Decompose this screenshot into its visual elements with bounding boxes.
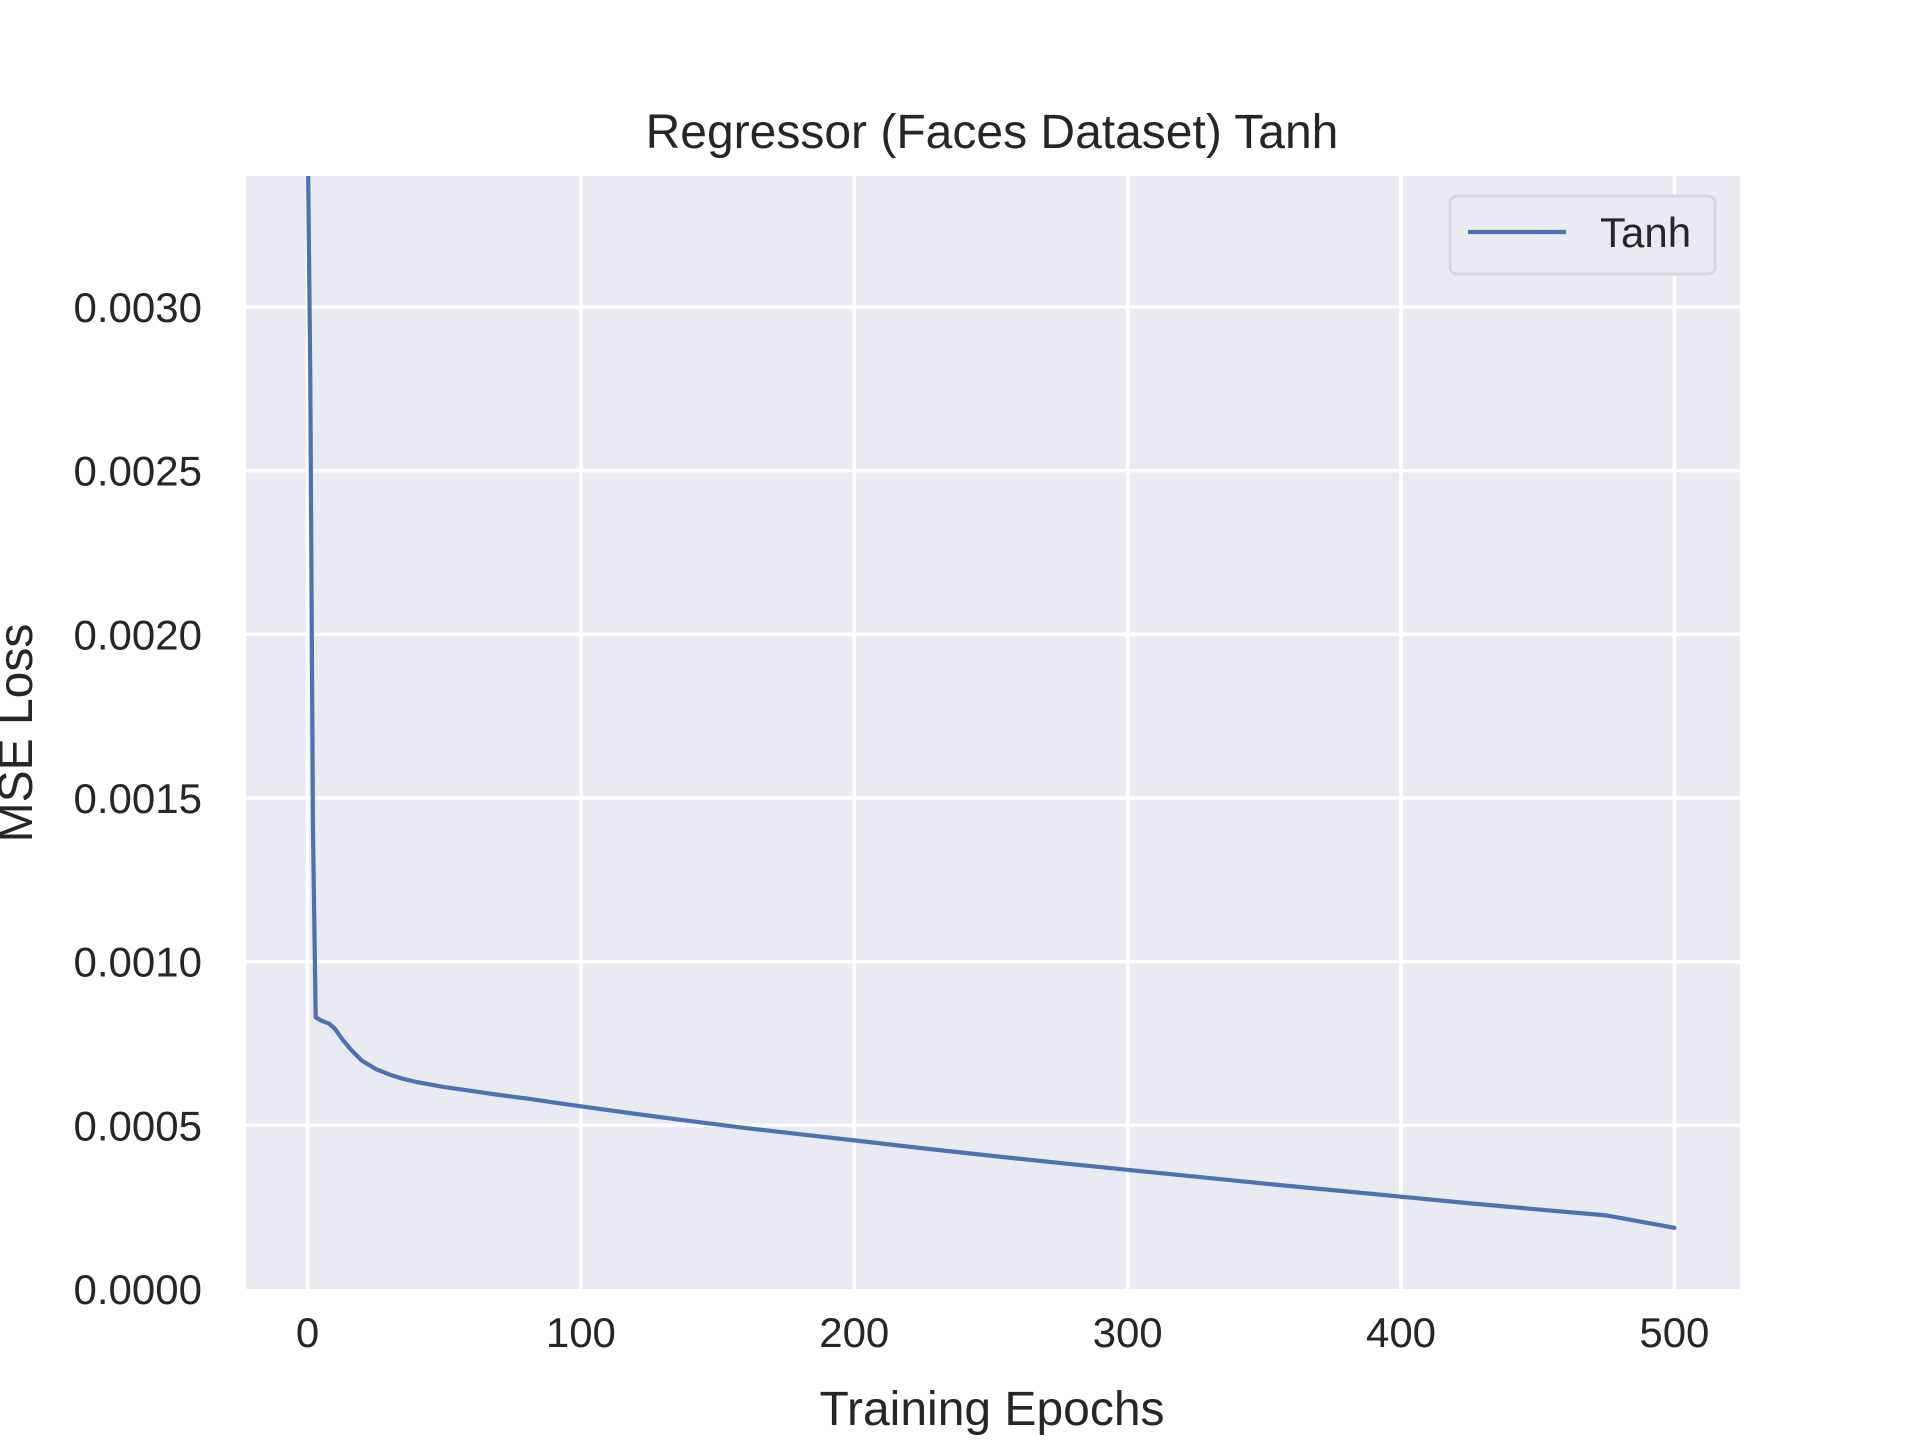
plot-area — [246, 176, 1740, 1289]
y-tick-label: 0.0000 — [74, 1266, 202, 1313]
x-tick-label: 300 — [1093, 1309, 1163, 1356]
y-tick-label: 0.0010 — [74, 939, 202, 986]
x-tick-label: 400 — [1366, 1309, 1436, 1356]
y-axis-label: MSE Loss — [0, 624, 43, 843]
horizontal-gridlines — [246, 305, 1740, 1128]
y-tick-label: 0.0020 — [74, 611, 202, 658]
y-tick-label: 0.0025 — [74, 448, 202, 495]
y-tick-label: 0.0030 — [74, 284, 202, 331]
legend: Tanh — [1448, 194, 1717, 276]
x-tick-label: 0 — [296, 1309, 319, 1356]
vertical-gridlines — [305, 176, 1677, 1289]
x-tick-label: 100 — [546, 1309, 616, 1356]
series-line-tanh — [306, 176, 1677, 1230]
y-tick-label: 0.0005 — [74, 1102, 202, 1149]
x-axis-label: Training Epochs — [819, 1383, 1164, 1436]
x-tick-label: 200 — [819, 1309, 889, 1356]
x-tick-labels: 0 100 200 300 400 500 — [296, 1309, 1710, 1356]
x-tick-label: 500 — [1639, 1309, 1709, 1356]
chart-title: Regressor (Faces Dataset) Tanh — [646, 106, 1339, 159]
legend-label-tanh: Tanh — [1600, 209, 1691, 256]
y-tick-label: 0.0015 — [74, 775, 202, 822]
y-tick-labels: 0.0000 0.0005 0.0010 0.0015 0.0020 0.0025 0.00… — [74, 284, 202, 1313]
legend-box — [1448, 194, 1717, 276]
series-layer — [306, 176, 1677, 1230]
